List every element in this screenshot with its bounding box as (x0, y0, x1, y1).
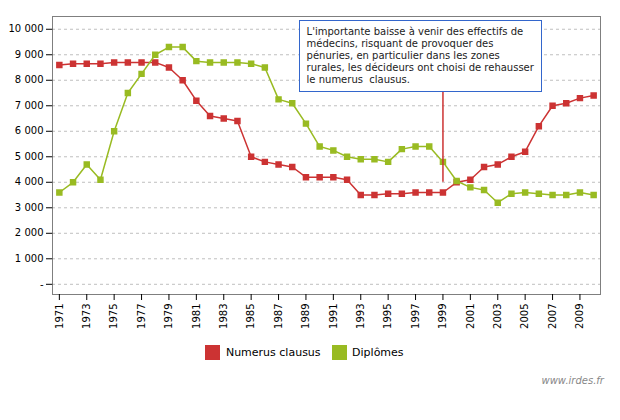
svg-text:9 000: 9 000 (15, 49, 44, 60)
svg-text:2003: 2003 (492, 304, 503, 329)
svg-text:10 000: 10 000 (9, 23, 44, 34)
svg-text:2007: 2007 (547, 304, 558, 329)
svg-text:5 000: 5 000 (15, 151, 44, 162)
html-text:www.irdes.fr: www.irdes.fr (541, 374, 604, 386)
svg-text:8 000: 8 000 (15, 74, 44, 85)
svg-text:-: - (40, 278, 44, 289)
svg-text:1973: 1973 (81, 304, 92, 329)
html-text:L'importante baisse à venir de: L'importante baisse à venir des effectif… (306, 26, 534, 85)
svg-text:4 000: 4 000 (15, 176, 44, 187)
svg-text:2 000: 2 000 (15, 227, 44, 238)
svg-text:7 000: 7 000 (15, 100, 44, 111)
svg-text:2001: 2001 (465, 304, 476, 329)
svg-text:1987: 1987 (273, 304, 284, 329)
svg-text:1985: 1985 (245, 304, 256, 329)
svg-text:1975: 1975 (108, 304, 119, 329)
html-text:Diplômes: Diplômes (352, 346, 404, 359)
svg-text:1981: 1981 (191, 304, 202, 329)
svg-text:1999: 1999 (437, 304, 448, 329)
svg-text:1979: 1979 (163, 304, 174, 329)
svg-text:2005: 2005 (519, 304, 530, 329)
svg-text:1977: 1977 (136, 304, 147, 329)
svg-text:1997: 1997 (410, 304, 421, 329)
svg-text:1995: 1995 (382, 304, 393, 329)
svg-text:1989: 1989 (300, 304, 311, 329)
svg-text:3 000: 3 000 (15, 202, 44, 213)
svg-text:1 000: 1 000 (15, 253, 44, 264)
svg-text:1971: 1971 (54, 304, 65, 329)
svg-text:2009: 2009 (574, 304, 585, 329)
html-text:Numerus clausus: Numerus clausus (225, 346, 321, 359)
svg-text:1983: 1983 (218, 304, 229, 329)
svg-text:6 000: 6 000 (15, 125, 44, 136)
svg-text:1991: 1991 (328, 304, 339, 329)
svg-text:1993: 1993 (355, 304, 366, 329)
